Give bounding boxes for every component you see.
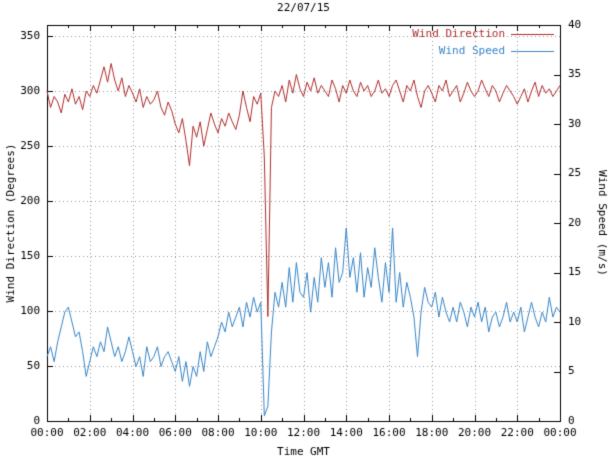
chart-window (0, 0, 611, 459)
wind-chart (0, 0, 611, 459)
